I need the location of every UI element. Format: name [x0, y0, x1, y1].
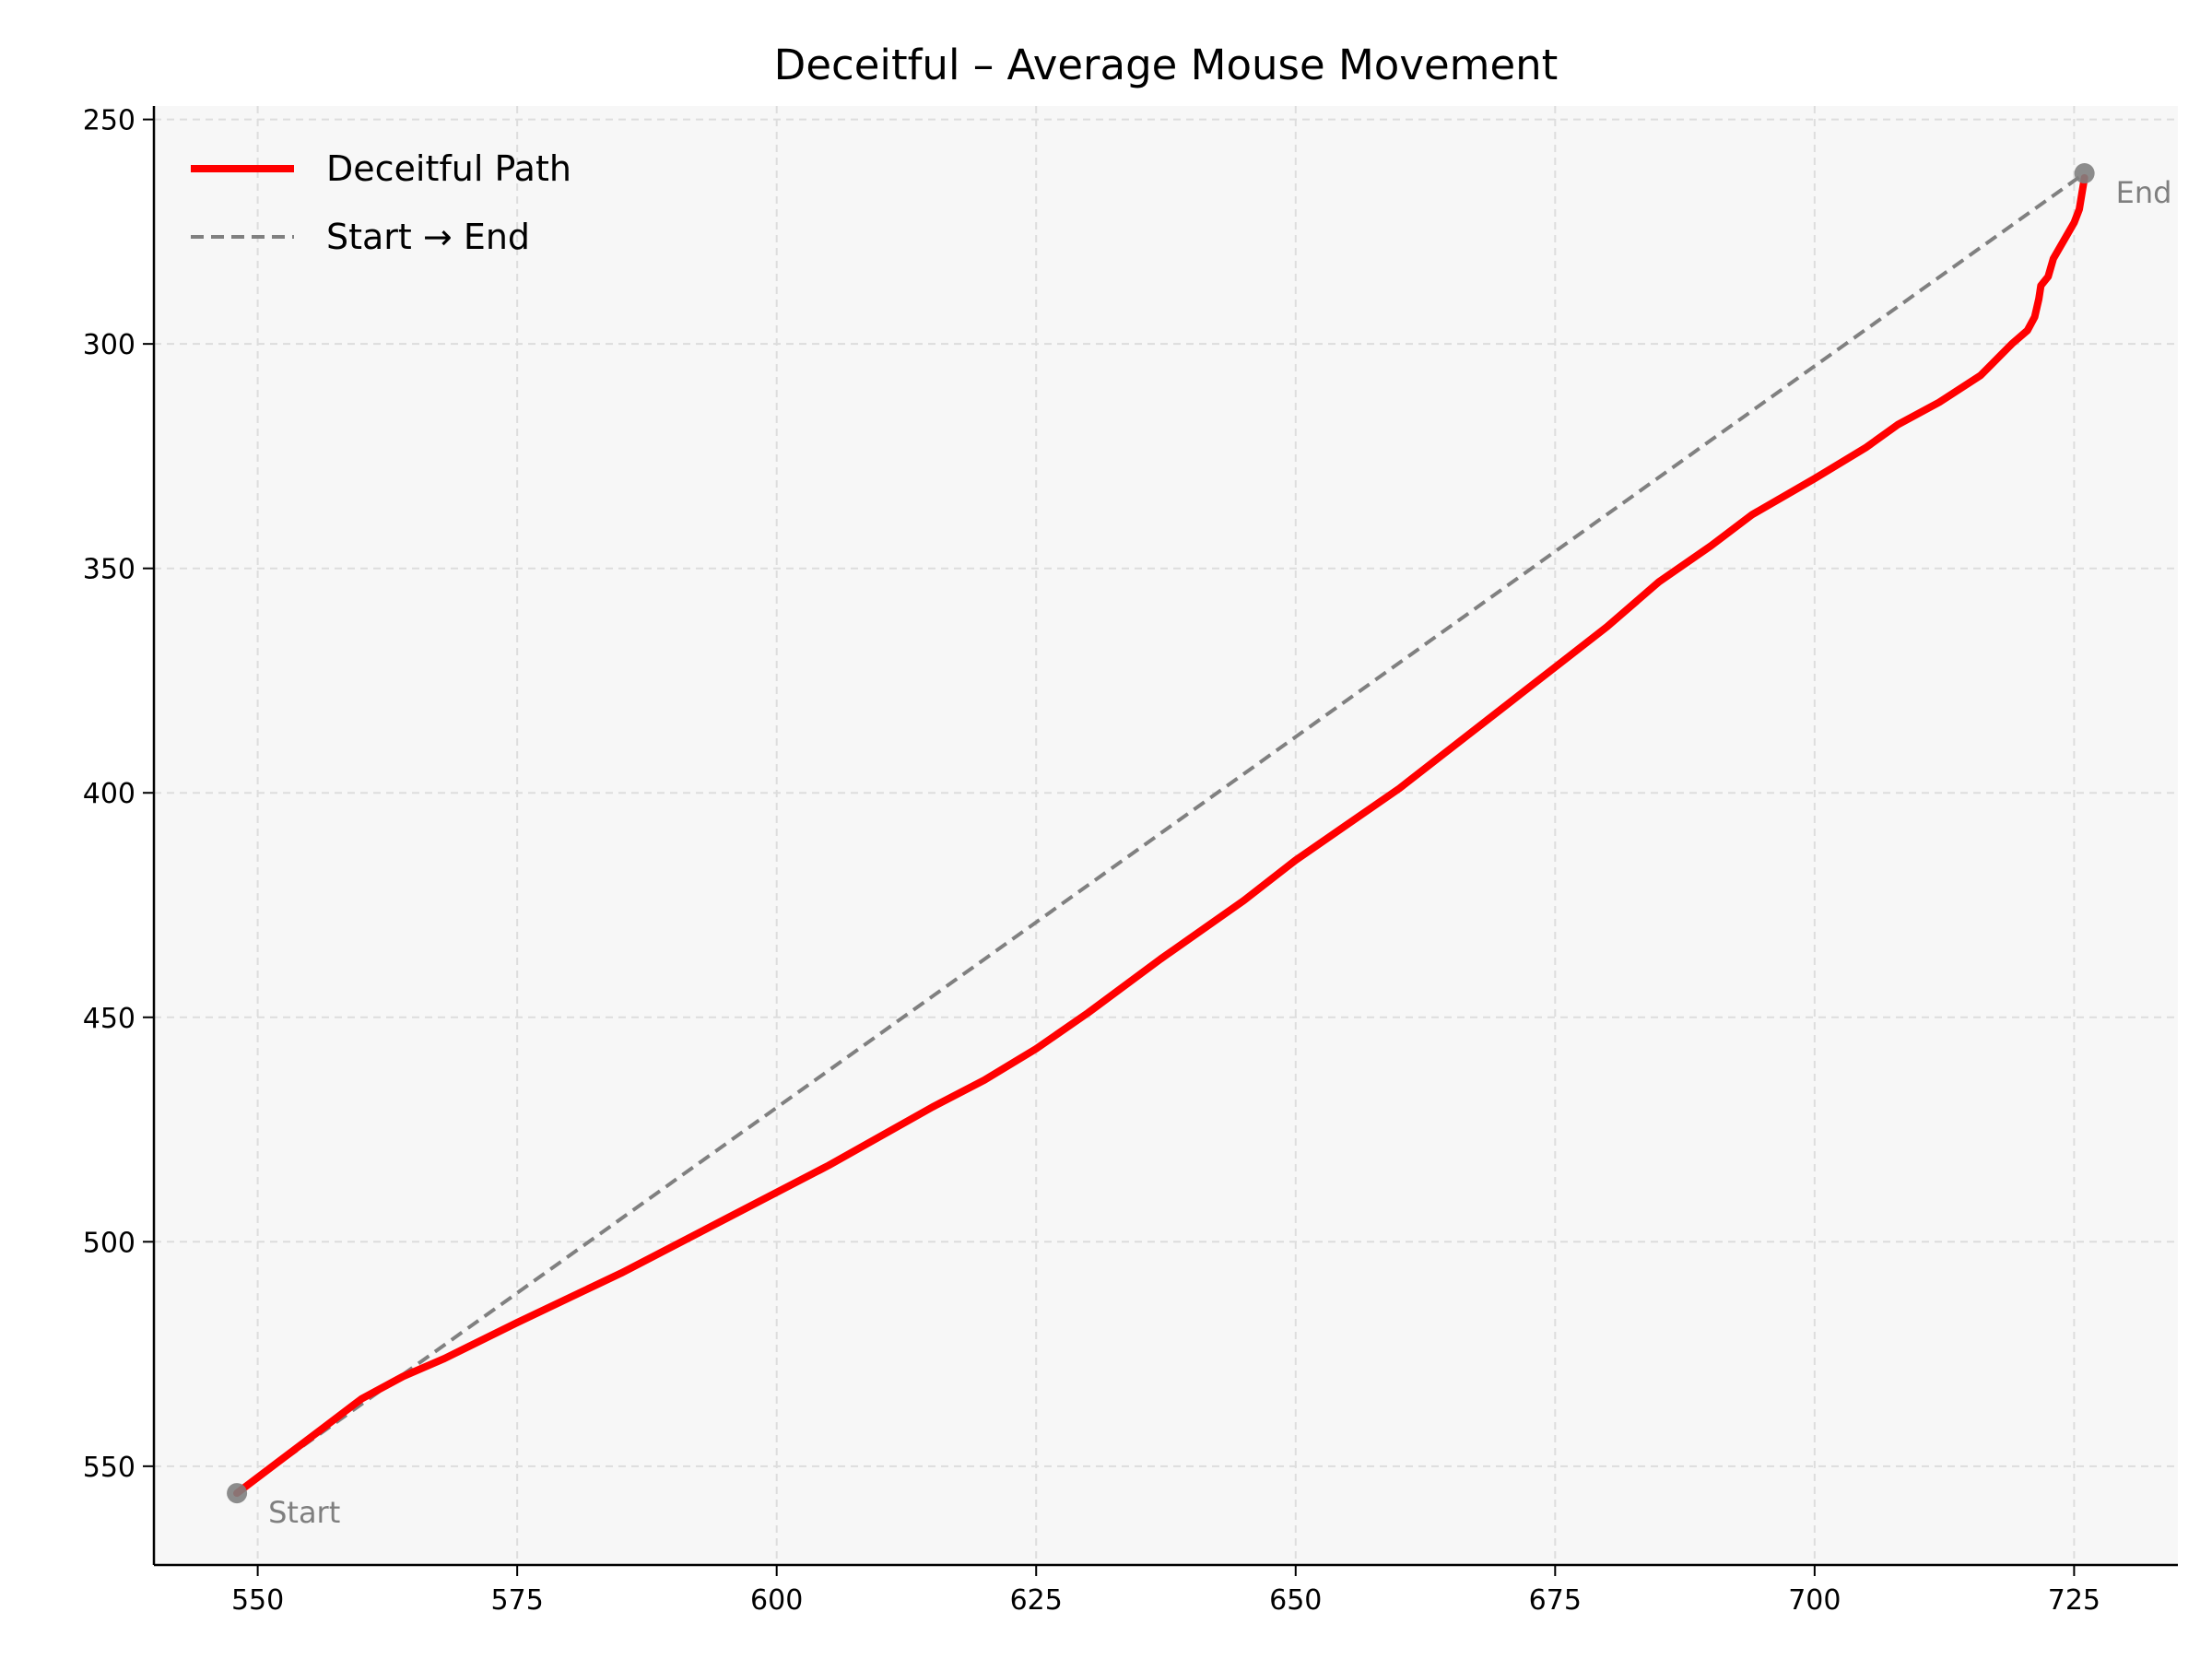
x-tick-label: 700	[1788, 1584, 1841, 1617]
end-label: End	[2116, 175, 2172, 210]
series-start-end-line	[235, 171, 2086, 1495]
legend: Deceitful Path Start → End	[191, 148, 571, 257]
ticks: 550 575 600 625 650 675 700 725 250 300 350 400 450 5…	[83, 105, 2100, 1617]
start-marker	[227, 1483, 248, 1504]
y-tick-label: 550	[83, 1452, 135, 1484]
axes	[152, 106, 2178, 1567]
x-tick-label: 575	[491, 1584, 544, 1617]
x-tick-label: 675	[1529, 1584, 1582, 1617]
x-tick-label: 625	[1010, 1584, 1063, 1617]
end-marker	[2074, 163, 2095, 184]
y-tick-label: 500	[83, 1227, 135, 1259]
legend-label-start-end: Start → End	[326, 217, 530, 257]
y-tick-label: 350	[83, 554, 135, 586]
y-tick-label: 400	[83, 778, 135, 810]
y-tick-label: 250	[83, 105, 135, 137]
start-label: Start	[268, 1495, 340, 1530]
legend-label-deceitful-path: Deceitful Path	[326, 148, 571, 189]
y-tick-label: 450	[83, 1003, 135, 1035]
series-layer: Start End	[227, 163, 2171, 1530]
x-tick-label: 650	[1269, 1584, 1322, 1617]
x-tick-label: 600	[750, 1584, 803, 1617]
series-deceitful-path	[233, 173, 2088, 1498]
chart-title: Deceitful – Average Mouse Movement	[774, 41, 1559, 89]
y-tick-label: 300	[83, 329, 135, 361]
x-tick-label: 550	[231, 1584, 284, 1617]
x-tick-label: 725	[2048, 1584, 2100, 1617]
grid	[154, 106, 2178, 1565]
